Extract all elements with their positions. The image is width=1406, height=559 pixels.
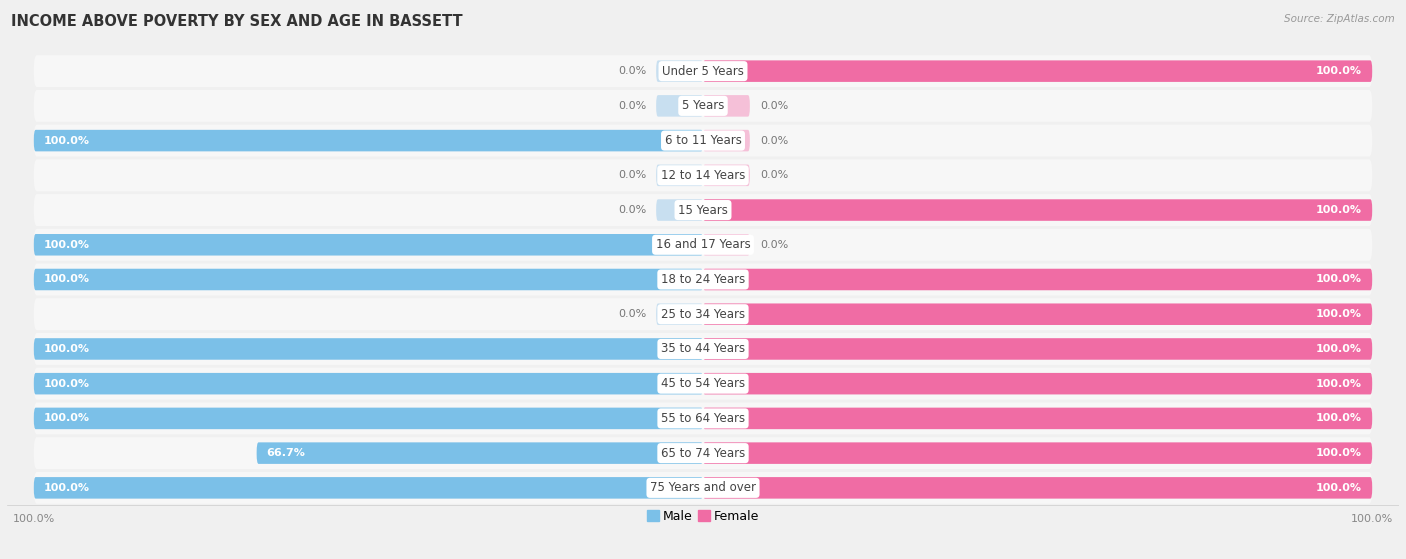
Text: 12 to 14 Years: 12 to 14 Years <box>661 169 745 182</box>
FancyBboxPatch shape <box>34 472 1372 504</box>
Text: 100.0%: 100.0% <box>1316 414 1362 423</box>
Text: 15 Years: 15 Years <box>678 203 728 216</box>
Text: 25 to 34 Years: 25 to 34 Years <box>661 307 745 321</box>
FancyBboxPatch shape <box>257 442 703 464</box>
Text: 100.0%: 100.0% <box>1316 309 1362 319</box>
FancyBboxPatch shape <box>703 304 1372 325</box>
FancyBboxPatch shape <box>34 437 1372 469</box>
FancyBboxPatch shape <box>703 95 749 117</box>
Text: 0.0%: 0.0% <box>759 101 789 111</box>
FancyBboxPatch shape <box>34 194 1372 226</box>
FancyBboxPatch shape <box>703 234 749 255</box>
Text: 6 to 11 Years: 6 to 11 Years <box>665 134 741 147</box>
Text: 35 to 44 Years: 35 to 44 Years <box>661 343 745 356</box>
FancyBboxPatch shape <box>703 373 1372 395</box>
FancyBboxPatch shape <box>657 200 703 221</box>
Text: 100.0%: 100.0% <box>1316 448 1362 458</box>
Text: 100.0%: 100.0% <box>44 274 90 285</box>
FancyBboxPatch shape <box>657 164 703 186</box>
Text: 55 to 64 Years: 55 to 64 Years <box>661 412 745 425</box>
FancyBboxPatch shape <box>34 90 1372 122</box>
Text: 65 to 74 Years: 65 to 74 Years <box>661 447 745 459</box>
FancyBboxPatch shape <box>703 408 1372 429</box>
FancyBboxPatch shape <box>34 299 1372 330</box>
Legend: Male, Female: Male, Female <box>641 505 765 528</box>
Text: 100.0%: 100.0% <box>44 414 90 423</box>
Text: 100.0%: 100.0% <box>1316 378 1362 389</box>
FancyBboxPatch shape <box>703 164 749 186</box>
Text: 16 and 17 Years: 16 and 17 Years <box>655 238 751 252</box>
FancyBboxPatch shape <box>703 477 1372 499</box>
Text: 18 to 24 Years: 18 to 24 Years <box>661 273 745 286</box>
FancyBboxPatch shape <box>34 159 1372 191</box>
Text: 100.0%: 100.0% <box>1316 274 1362 285</box>
FancyBboxPatch shape <box>34 373 703 395</box>
Text: 5 Years: 5 Years <box>682 100 724 112</box>
Text: 100.0%: 100.0% <box>44 378 90 389</box>
Text: 100.0%: 100.0% <box>1316 483 1362 493</box>
FancyBboxPatch shape <box>34 408 703 429</box>
Text: 0.0%: 0.0% <box>617 309 647 319</box>
FancyBboxPatch shape <box>34 234 703 255</box>
Text: 66.7%: 66.7% <box>267 448 305 458</box>
FancyBboxPatch shape <box>703 442 1372 464</box>
Text: 45 to 54 Years: 45 to 54 Years <box>661 377 745 390</box>
Text: 0.0%: 0.0% <box>617 101 647 111</box>
FancyBboxPatch shape <box>703 338 1372 360</box>
Text: 100.0%: 100.0% <box>44 136 90 145</box>
Text: 0.0%: 0.0% <box>759 170 789 181</box>
FancyBboxPatch shape <box>703 130 749 151</box>
Text: 75 Years and over: 75 Years and over <box>650 481 756 494</box>
FancyBboxPatch shape <box>703 60 1372 82</box>
FancyBboxPatch shape <box>34 368 1372 400</box>
FancyBboxPatch shape <box>657 60 703 82</box>
FancyBboxPatch shape <box>657 304 703 325</box>
Text: Source: ZipAtlas.com: Source: ZipAtlas.com <box>1284 14 1395 24</box>
FancyBboxPatch shape <box>657 95 703 117</box>
Text: Under 5 Years: Under 5 Years <box>662 65 744 78</box>
Text: INCOME ABOVE POVERTY BY SEX AND AGE IN BASSETT: INCOME ABOVE POVERTY BY SEX AND AGE IN B… <box>11 14 463 29</box>
FancyBboxPatch shape <box>34 402 1372 434</box>
Text: 100.0%: 100.0% <box>1316 344 1362 354</box>
Text: 100.0%: 100.0% <box>44 344 90 354</box>
FancyBboxPatch shape <box>34 125 1372 157</box>
Text: 100.0%: 100.0% <box>1316 66 1362 76</box>
FancyBboxPatch shape <box>34 338 703 360</box>
FancyBboxPatch shape <box>34 229 1372 260</box>
Text: 0.0%: 0.0% <box>759 240 789 250</box>
Text: 0.0%: 0.0% <box>759 136 789 145</box>
FancyBboxPatch shape <box>34 263 1372 296</box>
FancyBboxPatch shape <box>34 269 703 290</box>
Text: 0.0%: 0.0% <box>617 205 647 215</box>
FancyBboxPatch shape <box>703 200 1372 221</box>
FancyBboxPatch shape <box>34 55 1372 87</box>
Text: 100.0%: 100.0% <box>1316 205 1362 215</box>
Text: 100.0%: 100.0% <box>44 240 90 250</box>
Text: 0.0%: 0.0% <box>617 170 647 181</box>
FancyBboxPatch shape <box>703 269 1372 290</box>
FancyBboxPatch shape <box>34 477 703 499</box>
FancyBboxPatch shape <box>34 333 1372 365</box>
Text: 0.0%: 0.0% <box>617 66 647 76</box>
Text: 100.0%: 100.0% <box>44 483 90 493</box>
FancyBboxPatch shape <box>34 130 703 151</box>
